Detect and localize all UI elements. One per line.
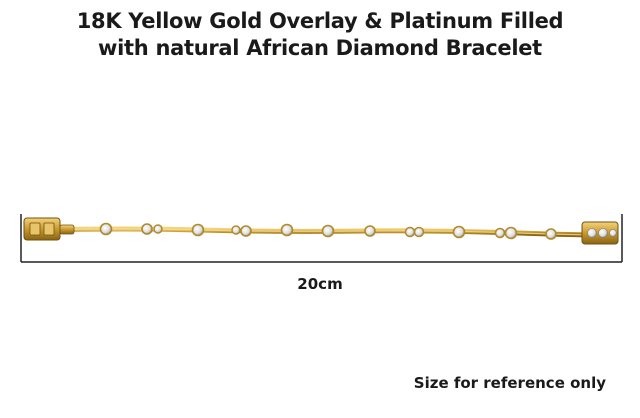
diamond-stations (99, 222, 557, 240)
diamond-icon (545, 228, 557, 240)
diamond-icon (231, 225, 252, 237)
product-title: 18K Yellow Gold Overlay & Platinum Fille… (0, 8, 640, 62)
bracelet-photo (20, 214, 623, 263)
diamond-icon (280, 223, 294, 237)
clasp-right-icon (581, 221, 619, 245)
diamond-icon (141, 223, 163, 235)
reference-note: Size for reference only (413, 374, 606, 392)
diamond-icon (321, 224, 335, 238)
clasp-left-icon (23, 217, 75, 241)
diamond-icon (494, 226, 518, 240)
product-title-line-1: 18K Yellow Gold Overlay & Platinum Fille… (76, 9, 564, 33)
measurement-bracket (20, 214, 623, 263)
diamond-icon (191, 223, 205, 237)
diamond-icon (99, 222, 113, 236)
product-title-line-2: with natural African Diamond Bracelet (98, 36, 542, 60)
diamond-icon (452, 225, 466, 239)
measurement-label: 20cm (297, 275, 343, 293)
diamond-icon (404, 226, 425, 238)
diamond-icon (364, 225, 376, 237)
